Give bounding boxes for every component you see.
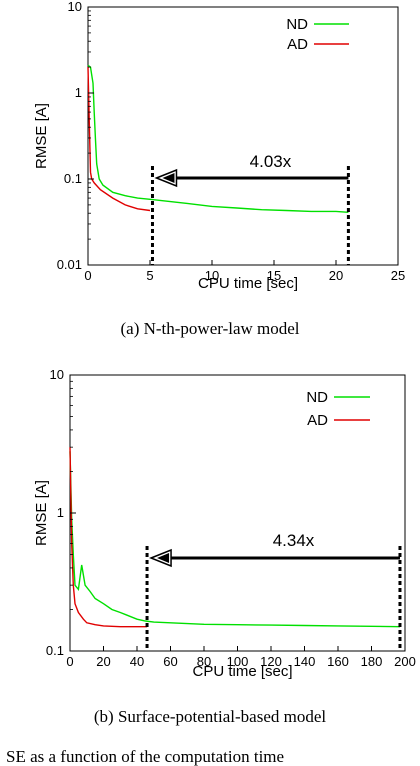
x-tick-label: 0 (66, 654, 73, 669)
x-tick-label: 140 (294, 654, 316, 669)
caption-a: (a) N-th-power-law model (120, 319, 299, 338)
x-tick-label: 15 (267, 268, 281, 283)
x-tick-label: 20 (96, 654, 110, 669)
x-tick-label: 5 (146, 268, 153, 283)
series-line-ad (69, 447, 148, 628)
series-line-ad (87, 67, 151, 212)
y-axis-label-b: RMSE [A] (33, 480, 50, 546)
x-tick-label: 80 (197, 654, 211, 669)
speedup-arrow-head-inner (157, 553, 170, 563)
plot-frame-b (69, 374, 406, 652)
x-tick-label: 10 (205, 268, 219, 283)
x-axis-label-b: CPU time [sec] (192, 663, 292, 680)
y-tick-label: 10 (68, 0, 82, 14)
y-tick-label: 1 (75, 85, 82, 100)
x-tick-label: 180 (361, 654, 383, 669)
x-axis-label-a: CPU time [sec] (198, 275, 298, 292)
y-axis-label-a: RMSE [A] (33, 103, 50, 169)
x-tick-label: 0 (84, 268, 91, 283)
x-tick-label: 20 (329, 268, 343, 283)
y-tick-label: 0.1 (64, 171, 82, 186)
legend-b: ND AD (306, 389, 370, 429)
y-tick-label: 10 (50, 367, 64, 382)
y-tick-label: 1 (57, 505, 64, 520)
chart-a: 0 5 10 15 20 25 0.01 0.1 1 10 CPU time [sec] RMS… (33, 0, 405, 338)
y-tick-label: 0.1 (46, 643, 64, 658)
x-tick-label: 100 (227, 654, 249, 669)
legend-label: AD (287, 36, 308, 53)
series-line-nd (87, 64, 349, 213)
chart-b: 0 20 40 60 80 100 120 140 160 180 200 0.1 1 10 CPU t… (33, 367, 416, 726)
legend-a: ND AD (286, 16, 349, 53)
x-tick-label: 160 (327, 654, 349, 669)
footer-text: SE as a function of the computation time (6, 747, 284, 766)
x-tick-label: 120 (260, 654, 282, 669)
series-line-nd (69, 451, 401, 628)
y-tick-label: 0.01 (57, 257, 82, 272)
legend-label: ND (306, 389, 328, 406)
x-tick-label: 200 (394, 654, 416, 669)
speedup-label-a: 4.03x (250, 152, 292, 171)
x-tick-label: 60 (163, 654, 177, 669)
speedup-arrow-head-inner (162, 173, 175, 183)
x-tick-label: 40 (130, 654, 144, 669)
speedup-label-b: 4.34x (273, 531, 315, 550)
caption-b: (b) Surface-potential-based model (94, 707, 327, 726)
legend-label: ND (286, 16, 308, 33)
plot-frame-a (87, 6, 399, 266)
legend-label: AD (307, 412, 328, 429)
x-tick-label: 25 (391, 268, 405, 283)
